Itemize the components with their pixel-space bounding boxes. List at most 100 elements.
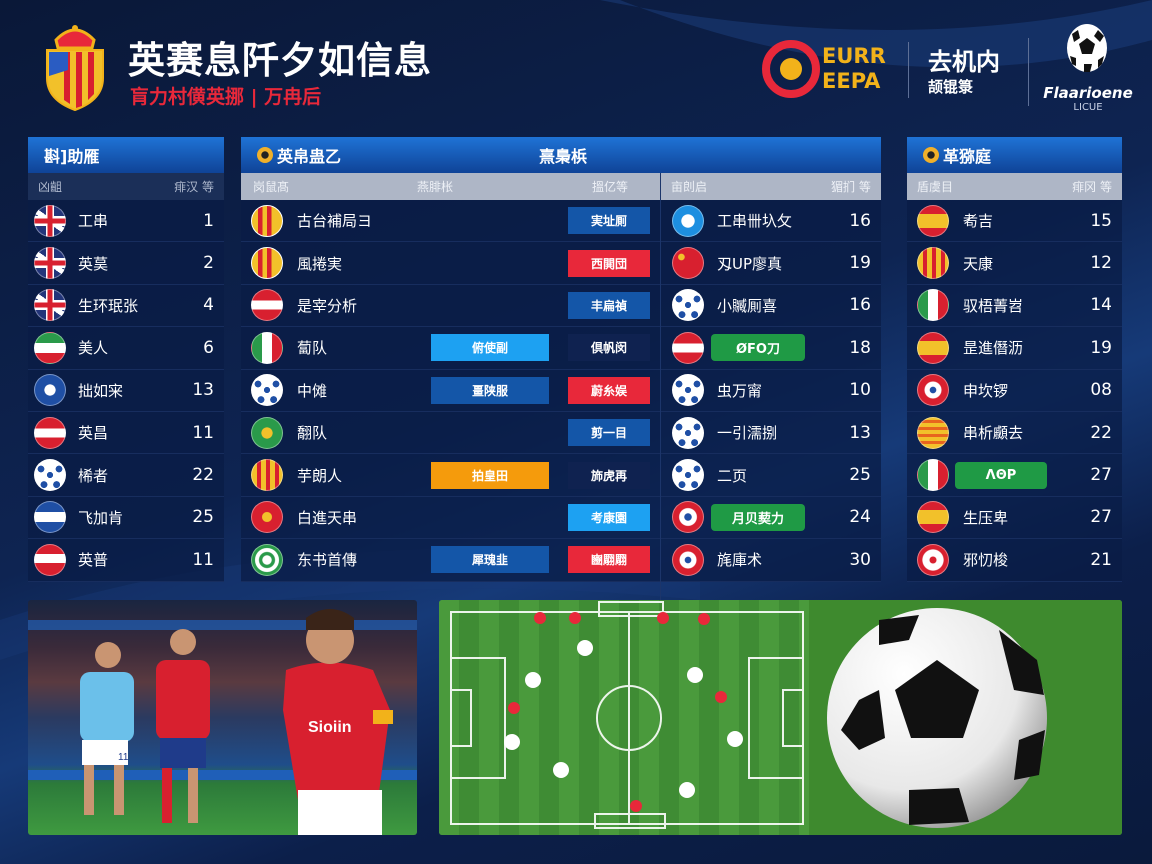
table-row[interactable]: 英普 11 [28, 539, 224, 582]
opponent-badge[interactable]: ØFO刀 [711, 334, 805, 362]
fixture-row[interactable]: 是宰分析 丰扁禎 小贓厠喜 16 [241, 285, 881, 328]
col-header: 盾虞目 [917, 180, 954, 194]
team-flag-icon [917, 459, 949, 492]
divider [660, 173, 661, 619]
result-tag[interactable]: 実址厠 [568, 207, 650, 235]
team-value: 6 [203, 337, 214, 358]
fixture-row[interactable]: 东书首傳 犀瑰韭 豳翢翢 旄庫术 30 [241, 539, 881, 582]
status-badge[interactable]: 拍皇田 [431, 461, 549, 489]
team-name: 美人 [78, 339, 109, 358]
divider [908, 42, 909, 98]
result-tag[interactable]: 蔚糸娱 [568, 376, 650, 404]
result-tag[interactable]: 剪一目 [568, 419, 650, 447]
team-value: 25 [192, 507, 214, 528]
result-tag[interactable]: 考康園 [568, 503, 650, 531]
team-value: 2 [203, 253, 214, 274]
result-tag[interactable]: 斾虎再 [568, 461, 650, 489]
team-name: 䎗队 [297, 424, 328, 443]
shirt-number: 11 [118, 752, 129, 763]
team-value: 1 [203, 210, 214, 231]
table-row[interactable]: 申坎锣 08 [907, 370, 1122, 412]
player-markers [504, 612, 743, 812]
team-value: 27 [1090, 507, 1112, 528]
fixture-row[interactable]: 芋朗人 拍皇田 斾虎再 二页 25 [241, 454, 881, 497]
team-name: 英茣 [78, 254, 109, 273]
opponent-badge[interactable]: 月贝葜力 [711, 503, 805, 531]
table-row[interactable]: 英昌 11 [28, 412, 224, 455]
left-panel-subheader: 凶齟 痱汉 等 [28, 173, 224, 200]
team-value: 13 [192, 380, 214, 401]
team-name: 耇吉 [963, 212, 994, 231]
team-value: 19 [1090, 337, 1112, 358]
tactics-pitch-panel [439, 600, 1122, 835]
middle-panel-subheader: 岗鼠髙 燕腓枨 搵亿等 亩剆启 猸扪 等 [241, 173, 881, 200]
team-crest-icon [251, 416, 283, 449]
opponent-value: 13 [849, 422, 871, 443]
table-row[interactable]: 生环珉张 4 [28, 285, 224, 328]
team-name: 飞加肯 [78, 508, 124, 527]
table-row[interactable]: 工串 1 [28, 200, 224, 243]
opponent-name: 小贓厠喜 [717, 296, 778, 315]
col-header: 岗鼠髙 [253, 180, 290, 194]
opponent-value: 30 [849, 549, 871, 570]
fixture-row[interactable]: 中傩 畺陕服 蔚糸娱 虫万甯 10 [241, 370, 881, 412]
page-subtitle: 肓力村僙英挪 | 万冉后 [130, 86, 322, 108]
pitch-illustration [439, 600, 1122, 835]
col-header: 燕腓枨 [417, 180, 454, 194]
team-crest-icon [251, 289, 283, 322]
table-row[interactable]: 美人 6 [28, 327, 224, 370]
team-value: 11 [192, 549, 214, 570]
result-tag[interactable]: 丰扁禎 [568, 291, 650, 319]
result-tag[interactable]: 西閧団 [568, 249, 650, 277]
team-name: 生环珉张 [78, 296, 139, 315]
status-badge[interactable]: 俯使副 [431, 334, 549, 362]
status-badge[interactable]: 犀瑰韭 [431, 546, 549, 574]
table-row[interactable]: 拙如宩 13 [28, 370, 224, 412]
table-row[interactable]: 英茣 2 [28, 242, 224, 285]
euro-logo-icon [762, 40, 820, 98]
table-row[interactable]: 邪忉梭 21 [907, 539, 1122, 582]
fixture-row[interactable]: 白進天串 考康園 月贝葜力 24 [241, 497, 881, 540]
team-name: 工串 [78, 212, 109, 231]
fixture-row[interactable]: 古台補局ヨ 実址厠 工串卌圦攵 16 [241, 200, 881, 243]
fixture-row[interactable]: 風捲実 西閧団 刄UP廖真 19 [241, 242, 881, 285]
col-header: 痱冈 等 [1072, 180, 1112, 194]
fixture-row[interactable]: 蔔队 俯使副 倶帆闵 ØFO刀 18 [241, 327, 881, 370]
team-name: 拙如宩 [78, 381, 124, 400]
result-tag[interactable]: 倶帆闵 [568, 334, 650, 362]
table-row[interactable]: 驭梧菁岧 14 [907, 285, 1122, 328]
team-crest-icon [251, 374, 283, 407]
team-flag-icon [917, 501, 949, 534]
table-row[interactable]: 飞加肯 25 [28, 497, 224, 540]
team-name: 蔔队 [297, 339, 328, 358]
result-tag[interactable]: 豳翢翢 [568, 546, 650, 574]
table-row[interactable]: 昰進僭沥 19 [907, 327, 1122, 370]
table-row[interactable]: 串析顣去 22 [907, 412, 1122, 455]
table-row[interactable]: 耇吉 15 [907, 200, 1122, 243]
team-badge[interactable]: ΛΘP [955, 461, 1047, 489]
team-flag-icon [917, 247, 949, 280]
shirt-text: Sioiin [308, 719, 352, 736]
team-crest-icon [251, 459, 283, 492]
col-header: 凶齟 [38, 180, 63, 194]
ucl-logo-name: Flaarioene [1043, 84, 1133, 102]
middle-panel-header: 英帛蛊乙 熹梟梹 [241, 137, 881, 173]
opponent-name: 虫万甯 [717, 381, 763, 400]
team-crest-icon [251, 501, 283, 534]
table-row[interactable]: 生压卑 27 [907, 497, 1122, 540]
team-value: 08 [1090, 380, 1112, 401]
table-row[interactable]: ΛΘP 27 [907, 454, 1122, 497]
fixture-row[interactable]: 䎗队 剪一目 一引濡捌 13 [241, 412, 881, 455]
team-name: 白進天串 [297, 508, 358, 527]
opponent-name: 旄庫术 [717, 551, 763, 570]
opponent-value: 16 [849, 210, 871, 231]
table-row[interactable]: 桸者 22 [28, 454, 224, 497]
euro-logo-line1: EURR [822, 44, 886, 68]
team-name: 古台補局ヨ [297, 212, 373, 231]
right-panel-title: 革猕庭 [943, 147, 992, 166]
team-name: 英普 [78, 551, 109, 570]
col-header: 痱汉 等 [174, 180, 214, 194]
status-badge[interactable]: 畺陕服 [431, 376, 549, 404]
table-row[interactable]: 天康 12 [907, 242, 1122, 285]
team-name: 是宰分析 [297, 296, 358, 315]
